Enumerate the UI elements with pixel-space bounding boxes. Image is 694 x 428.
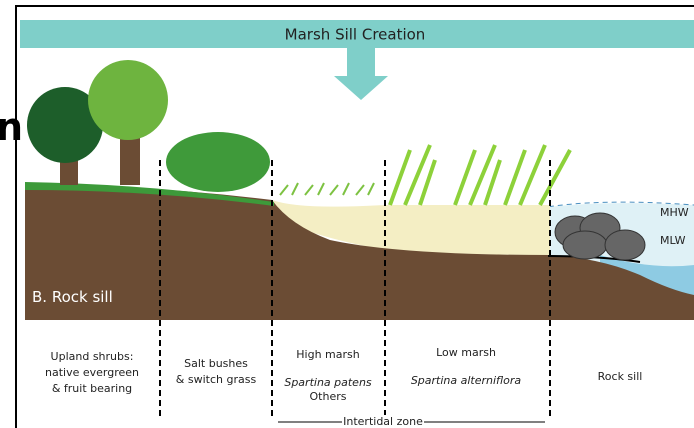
panel-label: B. Rock sill bbox=[32, 288, 113, 306]
arrow bbox=[334, 48, 388, 100]
intertidal-label: Intertidal zone bbox=[343, 415, 423, 428]
bush bbox=[166, 132, 270, 192]
tree bbox=[88, 60, 168, 140]
zone-label: & fruit bearing bbox=[52, 382, 132, 395]
banner-title: Marsh Sill Creation bbox=[285, 26, 426, 44]
zone-species: Spartina alterniflora bbox=[411, 374, 522, 387]
high-marsh-grass bbox=[280, 183, 374, 195]
edge-fragment: n bbox=[0, 105, 23, 149]
zone-label: Upland shrubs: bbox=[51, 350, 134, 363]
zone-species: Others bbox=[310, 390, 347, 403]
zone-label: High marsh bbox=[296, 348, 359, 361]
mhw-label: MHW bbox=[660, 206, 689, 219]
zone-label: Low marsh bbox=[436, 346, 496, 359]
zone-label: & switch grass bbox=[176, 373, 257, 386]
zone-label: Rock sill bbox=[598, 370, 643, 383]
zone-label: native evergreen bbox=[45, 366, 139, 379]
zone-label: Salt bushes bbox=[184, 357, 248, 370]
diagram: n Marsh Sill Creation MHW MLW B. Rock si… bbox=[0, 0, 694, 428]
low-marsh-grass bbox=[390, 145, 570, 205]
zone-species: Spartina patens bbox=[284, 376, 372, 389]
mlw-label: MLW bbox=[660, 234, 686, 247]
